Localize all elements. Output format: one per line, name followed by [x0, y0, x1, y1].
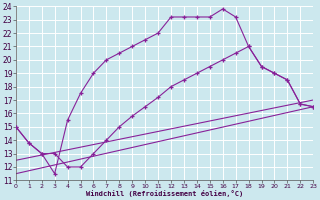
X-axis label: Windchill (Refroidissement éolien,°C): Windchill (Refroidissement éolien,°C) — [86, 190, 243, 197]
